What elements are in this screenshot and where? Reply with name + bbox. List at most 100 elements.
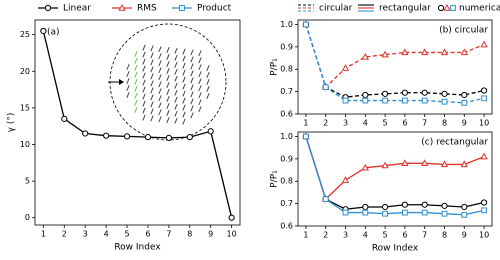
data-point xyxy=(441,210,448,217)
y-tick-label: 5 xyxy=(25,177,30,186)
inset-element xyxy=(166,68,170,74)
data-point xyxy=(401,97,408,104)
inset-element xyxy=(150,52,154,59)
inset-element xyxy=(150,80,154,87)
x-tick-label: 10 xyxy=(227,230,237,239)
y-tick-label: 0.8 xyxy=(280,65,293,74)
inset-element xyxy=(198,106,202,113)
inset-element xyxy=(198,78,202,85)
plot-frame xyxy=(34,19,241,226)
inset-element xyxy=(150,115,154,122)
inset-element xyxy=(134,57,138,64)
data-point xyxy=(342,97,349,104)
legend-marker xyxy=(179,5,185,11)
inset-element xyxy=(174,89,178,96)
data-point xyxy=(303,21,309,28)
data-point xyxy=(362,209,369,216)
inset-element xyxy=(142,72,146,79)
inset-element xyxy=(174,75,178,82)
inset-element xyxy=(142,114,146,121)
inset-element xyxy=(198,64,202,71)
data-point xyxy=(461,203,468,211)
lattice-inset xyxy=(108,23,227,141)
inset-element xyxy=(142,58,146,65)
x-tick-label: 6 xyxy=(145,230,150,239)
data-point xyxy=(82,130,89,137)
inset-element xyxy=(190,56,194,63)
data-point xyxy=(481,95,487,102)
legend-marker xyxy=(443,3,451,11)
data-point xyxy=(382,210,389,217)
data-point xyxy=(440,48,449,56)
x-tick-label: 2 xyxy=(323,231,328,240)
inset-element xyxy=(190,63,194,70)
inset-element xyxy=(182,118,186,125)
data-line xyxy=(305,136,485,216)
inset-element xyxy=(158,102,162,109)
inset-element xyxy=(206,86,210,92)
y-tick-label: 0 xyxy=(25,213,30,222)
inset-element xyxy=(166,61,170,67)
data-point xyxy=(228,214,235,221)
inset-element xyxy=(166,89,170,95)
x-tick-label: 4 xyxy=(363,119,368,128)
data-point xyxy=(40,27,47,35)
inset-element xyxy=(182,55,186,62)
inset-element xyxy=(150,73,154,80)
inset-element xyxy=(158,67,162,74)
legend-label: Linear xyxy=(63,4,91,14)
data-point xyxy=(322,84,329,91)
y-tick-label: 0.6 xyxy=(280,110,293,119)
data-point xyxy=(421,97,428,104)
inset-element xyxy=(190,98,194,105)
inset-element xyxy=(182,62,186,69)
inset-element xyxy=(182,76,186,83)
inset-element xyxy=(174,103,178,110)
inset-element xyxy=(166,110,170,116)
inset-element xyxy=(158,74,162,81)
inset-element xyxy=(134,92,138,99)
data-point xyxy=(421,201,428,208)
x-tick-label: 9 xyxy=(462,119,467,128)
x-tick-label: 2 xyxy=(323,119,328,128)
x-tick-label: 7 xyxy=(166,230,171,239)
x-tick-label: 8 xyxy=(187,230,192,239)
data-point xyxy=(441,202,448,209)
legend-marker xyxy=(450,5,456,11)
inset-element xyxy=(158,116,162,123)
inset-element xyxy=(126,64,130,70)
inset-element xyxy=(198,99,202,106)
x-tick-label: 4 xyxy=(363,231,368,240)
legend-label: Product xyxy=(197,4,232,14)
data-point xyxy=(460,160,468,168)
x-tick-label: 9 xyxy=(208,230,213,239)
data-line xyxy=(42,30,233,218)
legend-label: rectangular xyxy=(379,4,431,14)
legend-label: circular xyxy=(319,4,353,14)
inset-element xyxy=(174,110,178,117)
data-point xyxy=(401,201,408,208)
inset-element xyxy=(142,65,146,72)
y-tick-label: 1.0 xyxy=(280,20,293,29)
inset-element xyxy=(142,79,146,86)
data-point xyxy=(362,203,369,211)
y-tick-label: 25 xyxy=(20,30,30,39)
inset-element xyxy=(150,66,154,73)
inset-element xyxy=(134,106,138,113)
data-point xyxy=(362,97,369,104)
y-tick-label: 0.9 xyxy=(280,154,293,163)
inset-element xyxy=(166,96,170,102)
inset-element xyxy=(190,49,194,56)
data-point xyxy=(401,159,409,167)
x-tick-label: 3 xyxy=(343,119,348,128)
x-tick-label: 8 xyxy=(442,231,447,240)
inset-element xyxy=(198,50,202,57)
panel-label: (c) rectangular xyxy=(421,138,488,148)
y-tick-label: 0.9 xyxy=(280,42,293,51)
data-point xyxy=(481,207,487,214)
inset-element xyxy=(134,85,138,92)
inset-element xyxy=(190,70,194,77)
inset-element xyxy=(134,50,138,57)
inset-element xyxy=(206,79,210,85)
legend-marker xyxy=(44,4,52,12)
